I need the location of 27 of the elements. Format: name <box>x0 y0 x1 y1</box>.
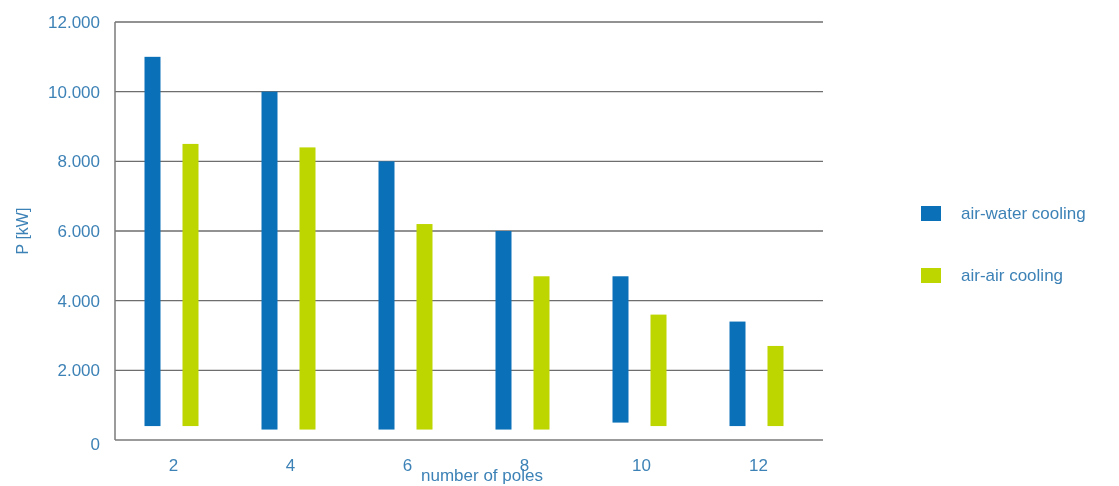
bar <box>261 91 278 430</box>
bar <box>182 143 199 427</box>
x-tick-label: 12 <box>749 455 768 475</box>
bar <box>767 345 784 427</box>
bar <box>416 224 433 430</box>
bar <box>533 276 550 430</box>
y-tick-label: 12.000 <box>48 12 100 32</box>
x-tick-label: 6 <box>402 455 413 475</box>
bar <box>299 147 316 430</box>
x-tick-label: 10 <box>632 455 651 475</box>
y-tick-label: 4.000 <box>57 291 100 311</box>
bar <box>650 314 667 427</box>
y-tick-label: 6.000 <box>57 221 100 241</box>
bar <box>729 321 746 427</box>
y-tick-label: 0 <box>90 434 100 454</box>
legend-label: air-air cooling <box>961 265 1064 285</box>
bar <box>612 276 629 423</box>
y-tick-label: 2.000 <box>57 361 100 381</box>
bar <box>378 161 395 430</box>
y-tick-label: 8.000 <box>57 152 100 172</box>
y-tick-label: 10.000 <box>48 82 100 102</box>
legend-label: air-water cooling <box>961 203 1086 223</box>
y-axis-title: P [kW] <box>14 207 31 255</box>
bar <box>495 231 512 430</box>
x-tick-label: 4 <box>285 455 296 475</box>
bar <box>144 56 161 427</box>
x-tick-label: 2 <box>168 455 179 475</box>
